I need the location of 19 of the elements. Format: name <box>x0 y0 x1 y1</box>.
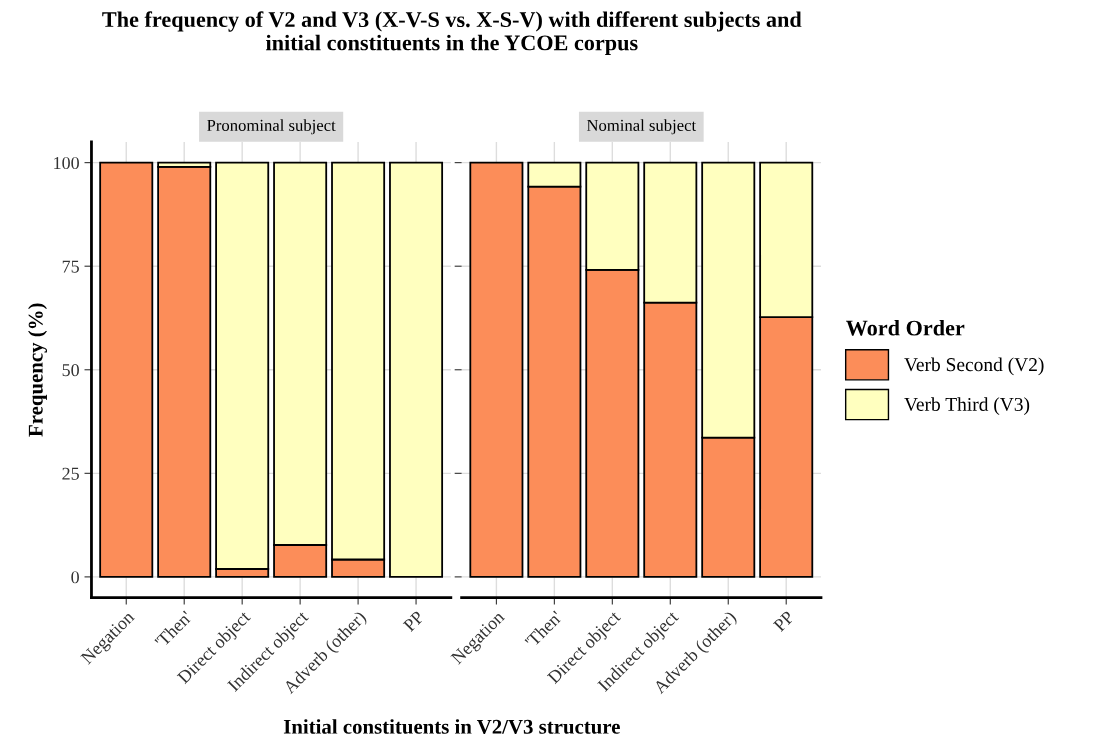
bar <box>469 161 524 578</box>
y-axis-title: Frequency (%) <box>28 303 48 437</box>
y-tick-label: 100 <box>54 156 79 170</box>
y-tick-label: 75 <box>62 260 79 273</box>
y-tick-label: 0 <box>71 571 79 584</box>
legend-title: Word Order <box>845 319 965 336</box>
x-tick-label: PP <box>402 610 425 633</box>
x-axis-title: Initial constituents in V2/V3 structure <box>283 719 620 734</box>
chart-title: Pronominal subject <box>207 119 336 135</box>
legend-label: Verb Third (V3) <box>904 397 1030 415</box>
chart-title: Nominal subject <box>586 119 697 135</box>
x-tick-label: PP <box>772 610 795 633</box>
bar <box>157 165 212 578</box>
y-tick-label: 50 <box>62 364 79 377</box>
bar <box>389 161 444 578</box>
bar <box>99 161 154 578</box>
legend-label: Verb Second (V2) <box>904 357 1044 376</box>
text: The frequency of V2 and V3 (X-V-S vs. X-S-V) with different subjects and initial constituents in the YCOE corpus <box>102 11 802 55</box>
y-tick-label: 25 <box>62 467 79 480</box>
